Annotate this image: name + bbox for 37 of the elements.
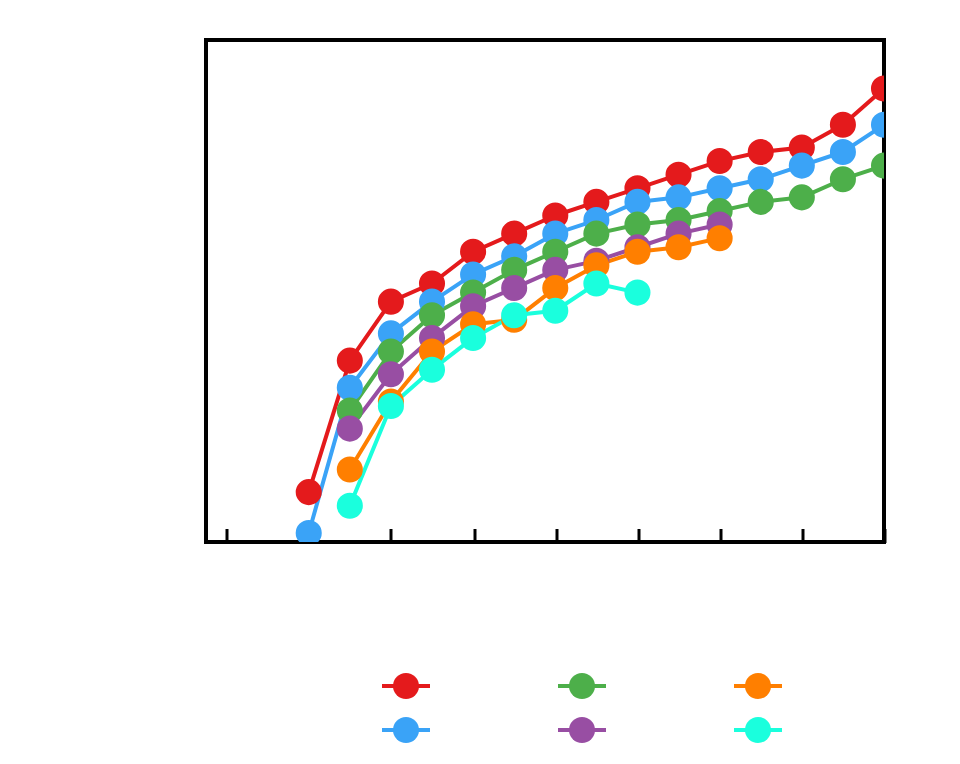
point <box>747 166 774 193</box>
point <box>336 415 363 442</box>
point <box>829 111 856 138</box>
point <box>583 220 610 247</box>
point <box>665 234 692 261</box>
point <box>706 225 733 252</box>
point <box>418 302 446 329</box>
point <box>747 188 774 215</box>
point <box>336 456 363 483</box>
point <box>336 374 363 401</box>
point <box>418 356 446 383</box>
point <box>788 152 815 179</box>
point <box>336 347 363 374</box>
point <box>501 220 528 247</box>
point <box>788 184 815 211</box>
point <box>624 279 651 306</box>
point <box>829 166 856 193</box>
point <box>377 361 404 388</box>
point <box>665 161 692 188</box>
point <box>542 275 569 302</box>
point <box>460 324 487 351</box>
point <box>377 288 404 315</box>
point <box>542 297 569 324</box>
point <box>747 139 774 166</box>
point <box>501 275 528 302</box>
point <box>624 188 651 215</box>
point <box>624 211 651 238</box>
point <box>706 175 733 202</box>
point <box>706 148 733 175</box>
point <box>829 139 856 166</box>
point <box>377 338 404 365</box>
point <box>336 492 363 519</box>
point <box>583 270 610 297</box>
point <box>295 519 322 542</box>
point <box>665 184 692 211</box>
point <box>460 238 487 265</box>
point <box>295 479 322 506</box>
